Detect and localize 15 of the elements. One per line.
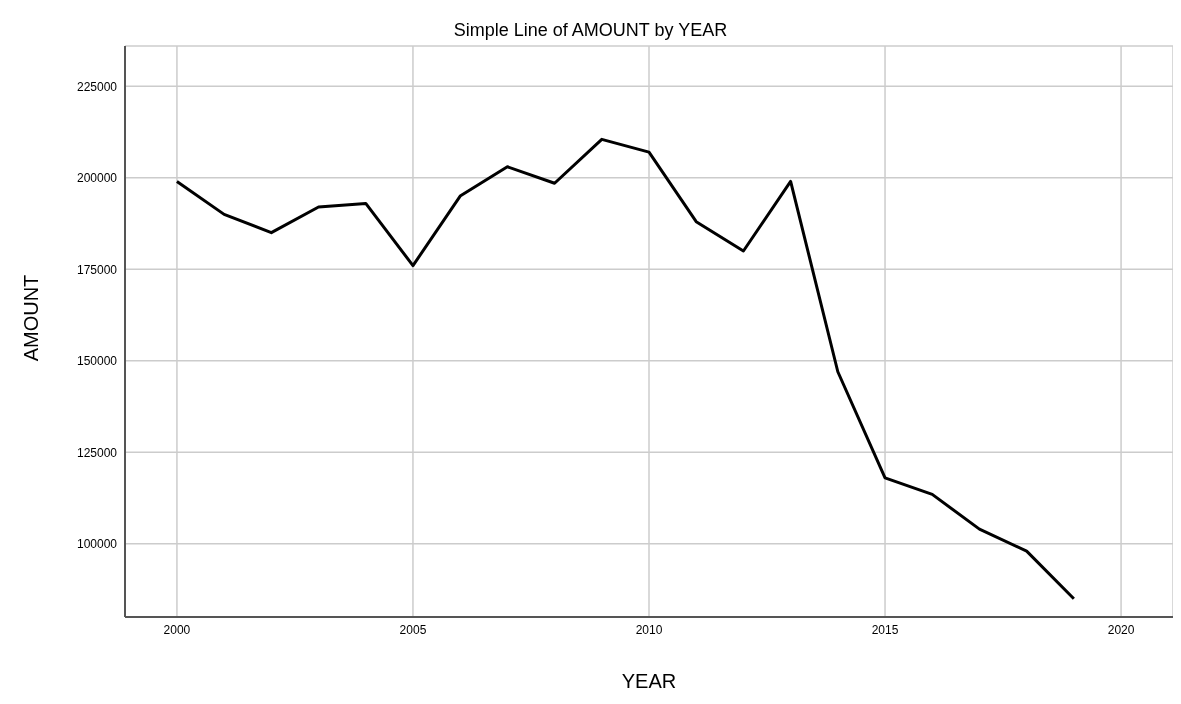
x-tick-label: 2005 [399, 622, 427, 637]
x-tick-label: 2000 [163, 622, 191, 637]
y-axis-title: AMOUNT [20, 273, 43, 364]
y-tick-label: 150000 [76, 354, 118, 369]
x-axis-title: YEAR [621, 670, 677, 692]
y-tick-label: 125000 [76, 445, 118, 460]
y-tick-label: 200000 [76, 171, 118, 186]
x-tick-label: 2020 [1107, 622, 1135, 637]
line-series [175, 137, 1076, 601]
x-tick-label: 2010 [635, 622, 663, 637]
chart-title: Simple Line of AMOUNT by YEAR [452, 20, 729, 41]
y-tick-label: 225000 [76, 79, 118, 94]
x-tick-label: 2015 [871, 622, 899, 637]
y-tick-label: 175000 [76, 262, 118, 277]
y-tick-label: 100000 [76, 537, 118, 552]
